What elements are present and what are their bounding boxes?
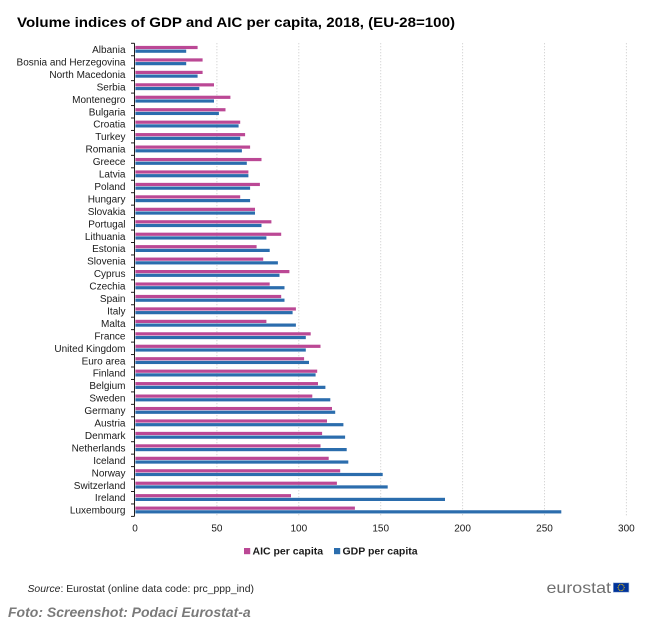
svg-text:Slovakia: Slovakia [88,207,126,218]
svg-text:United Kingdom: United Kingdom [54,344,125,355]
svg-text:Netherlands: Netherlands [72,443,126,454]
svg-text:300: 300 [618,524,635,535]
svg-text:Latvia: Latvia [99,170,126,181]
svg-text:Serbia: Serbia [97,82,126,93]
svg-text:Ireland: Ireland [95,493,126,504]
svg-text:Albania: Albania [92,45,126,56]
svg-text:Croatia: Croatia [93,120,126,131]
svg-text:Finland: Finland [93,369,126,380]
svg-text:200: 200 [454,524,471,535]
svg-text:Sweden: Sweden [89,394,125,405]
svg-text:Bosnia and Herzegovina: Bosnia and Herzegovina [17,57,126,68]
svg-text:Czechia: Czechia [89,282,126,293]
svg-text:GDP per capita: GDP per capita [343,546,418,558]
svg-text:Greece: Greece [93,157,126,168]
svg-text:Austria: Austria [94,419,126,430]
svg-text:Germany: Germany [84,406,125,417]
svg-text:Switzerland: Switzerland [74,481,126,492]
svg-text:100: 100 [290,524,307,535]
svg-text:Spain: Spain [100,294,126,305]
svg-text:Belgium: Belgium [89,381,125,392]
svg-text:Denmark: Denmark [85,431,127,442]
svg-text:Cyprus: Cyprus [94,269,126,280]
svg-text:Norway: Norway [92,468,126,479]
svg-text:Volume indices of GDP and AIC: Volume indices of GDP and AIC per capita… [17,14,455,30]
svg-text:Euro area: Euro area [82,356,126,367]
svg-text:Bulgaria: Bulgaria [89,107,126,118]
svg-text:Malta: Malta [101,319,126,330]
svg-text:Estonia: Estonia [92,244,126,255]
svg-text:150: 150 [372,524,389,535]
svg-text:Lithuania: Lithuania [85,232,126,243]
svg-text:AIC per capita: AIC per capita [253,546,324,558]
svg-text:Italy: Italy [107,306,125,317]
svg-text:Portugal: Portugal [88,219,125,230]
svg-text:North Macedonia: North Macedonia [49,70,126,81]
svg-text:eurostat: eurostat [547,580,612,597]
svg-text:Romania: Romania [85,145,125,156]
svg-text:250: 250 [536,524,553,535]
svg-text:Iceland: Iceland [93,456,125,467]
svg-text:Hungary: Hungary [88,194,126,205]
svg-text:France: France [94,331,126,342]
svg-text:Source: Eurostat (online data: Source: Eurostat (online data code: prc_… [28,584,254,595]
svg-text:50: 50 [211,524,223,535]
svg-text:Montenegro: Montenegro [72,95,126,106]
svg-text:Poland: Poland [94,182,125,193]
svg-text:Turkey: Turkey [95,132,125,143]
svg-text:0: 0 [132,524,138,535]
svg-text:Slovenia: Slovenia [87,257,126,268]
svg-text:Foto: Screenshot: Podaci Euros: Foto: Screenshot: Podaci Eurostat-a [8,604,251,620]
svg-text:Luxembourg: Luxembourg [70,506,126,517]
